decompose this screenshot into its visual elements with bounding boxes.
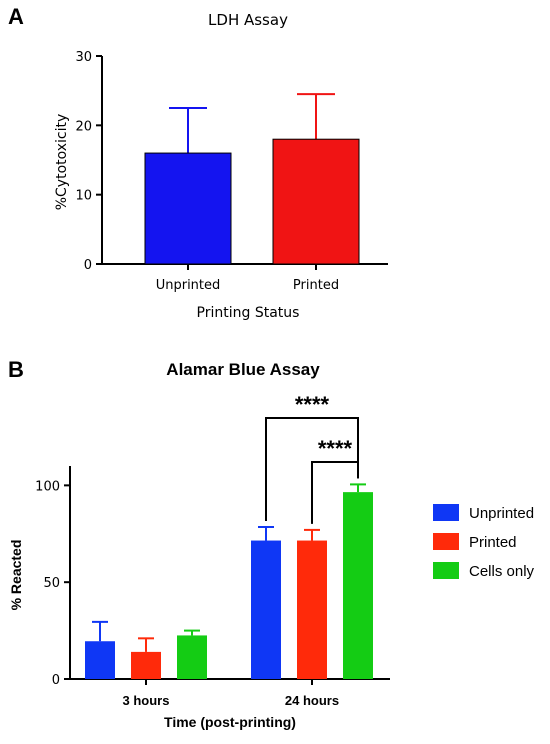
chart-b-legend: Unprinted Printed Cells only — [433, 504, 535, 580]
bar — [177, 635, 207, 679]
chart-a-xlabel: Printing Status — [197, 305, 300, 321]
bar — [272, 138, 360, 265]
y-tick-label: 0 — [84, 258, 92, 273]
chart-b-title: Alamar Blue Assay — [166, 360, 320, 379]
chart-a-title: LDH Assay — [208, 11, 288, 29]
bar — [343, 492, 373, 679]
chart-b-xlabel: Time (post-printing) — [164, 714, 296, 730]
y-tick-label: 20 — [75, 119, 92, 134]
legend-swatch — [433, 533, 459, 550]
chart-a: 0 10 20 30 Unprinted Printed — [75, 50, 388, 293]
legend-label: Cells only — [469, 563, 535, 580]
x-tick-label: Unprinted — [156, 278, 221, 293]
y-tick-label: 100 — [35, 479, 60, 494]
legend-label: Unprinted — [469, 505, 534, 522]
chart-b-ylabel: % Reacted — [8, 540, 24, 611]
y-tick-label: 50 — [43, 576, 60, 591]
panel-b-label: B — [8, 357, 24, 382]
significance-stars: **** — [295, 392, 330, 417]
x-tick-label: Printed — [293, 278, 339, 293]
y-tick-label: 10 — [75, 189, 92, 204]
chart-a-ylabel: %Cytotoxicity — [54, 114, 70, 211]
x-tick-label: 3 hours — [123, 693, 170, 708]
bar — [251, 540, 281, 679]
y-tick-label: 30 — [75, 50, 92, 65]
significance-bracket — [311, 461, 359, 524]
legend-label: Printed — [469, 534, 517, 551]
significance-bracket — [265, 417, 359, 521]
x-tick-label: 24 hours — [285, 693, 339, 708]
bar — [144, 152, 232, 265]
legend-swatch — [433, 562, 459, 579]
chart-b: 0 50 100 3 hours 24 hours **** **** — [35, 392, 390, 708]
bar — [85, 641, 115, 679]
y-tick-label: 0 — [52, 673, 60, 688]
legend-swatch — [433, 504, 459, 521]
bar — [297, 540, 327, 679]
significance-stars: **** — [318, 436, 353, 461]
panel-a-label: A — [8, 4, 24, 29]
bar — [131, 651, 161, 679]
